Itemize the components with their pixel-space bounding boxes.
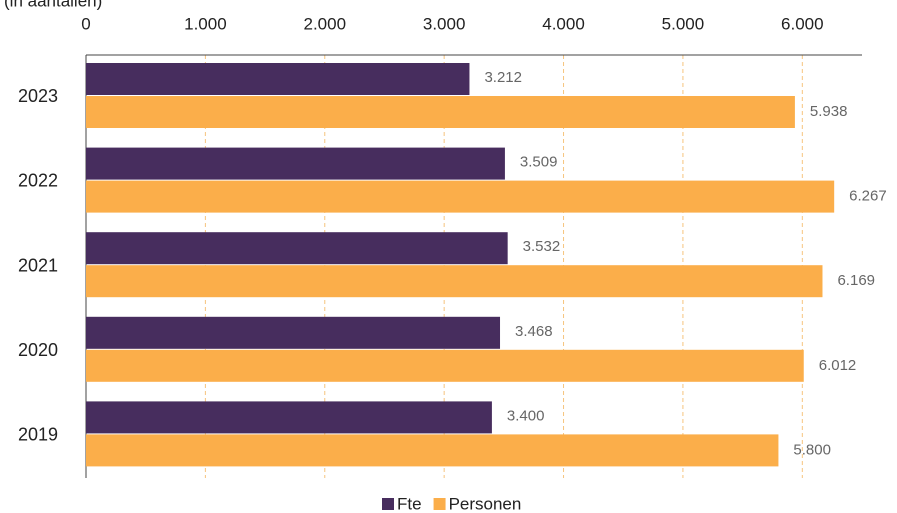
bar xyxy=(86,434,779,467)
x-tick-label: 4.000 xyxy=(542,14,585,33)
value-label: 3.468 xyxy=(515,323,553,340)
bar xyxy=(86,180,835,213)
bar xyxy=(86,316,501,349)
y-tick-label: 2023 xyxy=(18,86,58,106)
value-label: 3.532 xyxy=(523,238,561,255)
legend-label: Personen xyxy=(449,494,522,513)
value-label: 5.938 xyxy=(810,103,848,120)
legend-swatch xyxy=(382,498,394,510)
x-tick-label: 5.000 xyxy=(662,14,705,33)
bar xyxy=(86,349,804,382)
value-label: 3.400 xyxy=(507,407,545,424)
x-tick-label: 1.000 xyxy=(184,14,227,33)
y-tick-label: 2021 xyxy=(18,255,58,275)
y-tick-label: 2022 xyxy=(18,171,58,191)
bar xyxy=(86,232,508,265)
x-tick-label: 2.000 xyxy=(303,14,346,33)
bar xyxy=(86,96,795,128)
y-tick-label: 2019 xyxy=(18,424,58,444)
bar xyxy=(86,147,505,180)
x-tick-label: 0 xyxy=(81,14,90,33)
chart-subtitle: (in aantallen) xyxy=(4,0,102,10)
bar xyxy=(86,63,470,95)
x-tick-label: 3.000 xyxy=(423,14,466,33)
value-label: 5.800 xyxy=(793,441,831,458)
y-tick-label: 2020 xyxy=(18,340,58,360)
bar xyxy=(86,265,823,298)
value-label: 3.509 xyxy=(520,154,558,171)
legend-label: Fte xyxy=(397,494,422,513)
value-label: 3.212 xyxy=(484,69,522,86)
value-label: 6.267 xyxy=(849,188,887,205)
value-label: 6.012 xyxy=(819,357,857,374)
x-tick-label: 6.000 xyxy=(781,14,824,33)
legend-swatch xyxy=(433,498,446,510)
value-label: 6.169 xyxy=(837,272,875,289)
bar xyxy=(86,401,492,434)
